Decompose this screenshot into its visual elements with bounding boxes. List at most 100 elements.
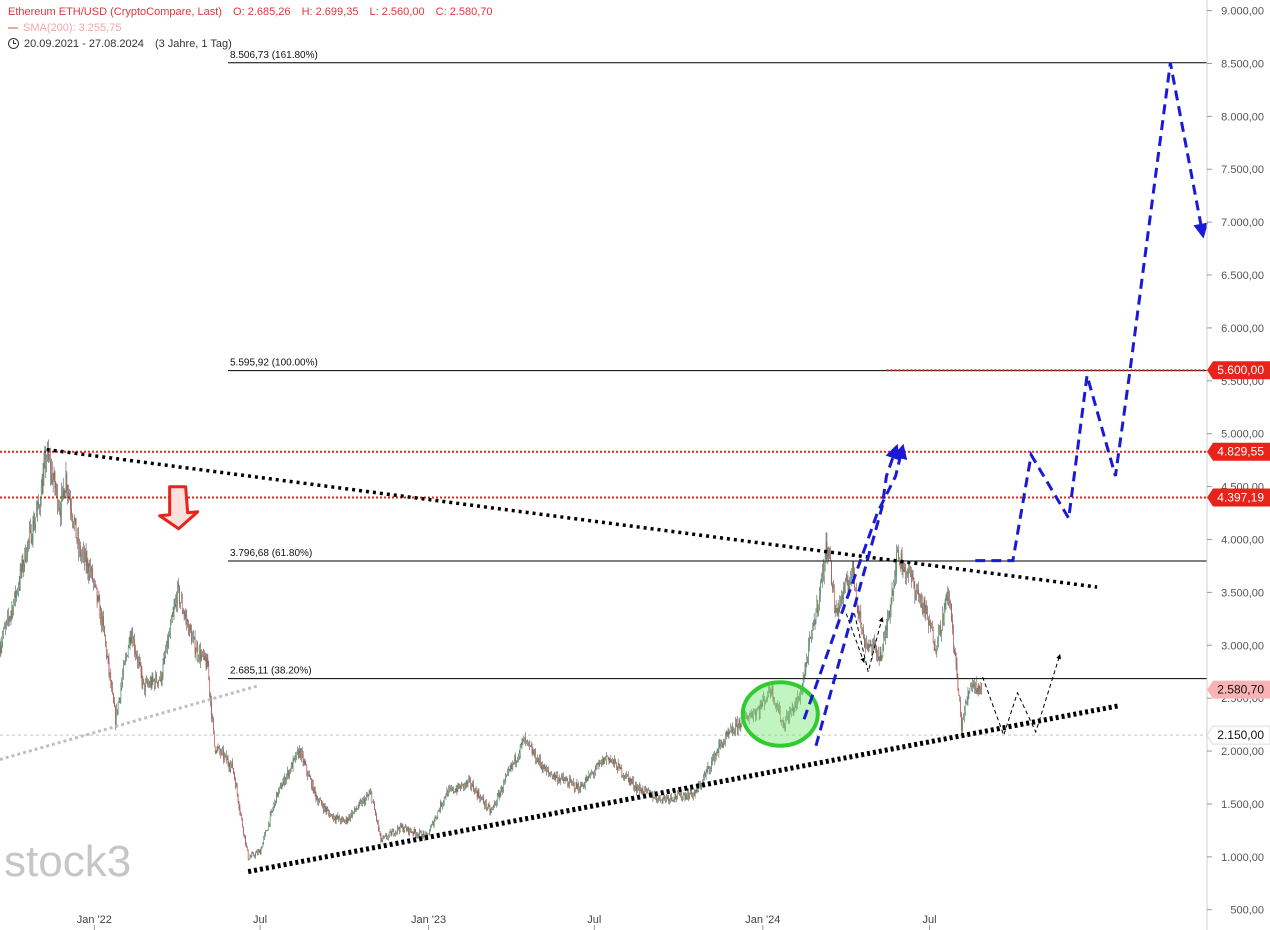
candle-body bbox=[780, 720, 782, 722]
candle-body bbox=[237, 794, 239, 802]
candle-body bbox=[689, 794, 690, 799]
candle-body bbox=[635, 785, 636, 789]
candle-body bbox=[828, 548, 830, 554]
candle-body bbox=[137, 659, 139, 663]
candle-body bbox=[322, 804, 323, 807]
candle-body bbox=[850, 577, 852, 583]
candle-body bbox=[158, 680, 159, 685]
candle-body bbox=[475, 788, 477, 792]
candle-body bbox=[601, 760, 602, 765]
candle-body bbox=[648, 790, 650, 794]
candle-body bbox=[366, 795, 367, 799]
candle-body bbox=[794, 701, 796, 708]
candle-body bbox=[386, 835, 387, 838]
candle-body bbox=[361, 801, 363, 806]
candle-body bbox=[50, 459, 51, 474]
candle-body bbox=[864, 637, 865, 648]
candle-body bbox=[934, 643, 936, 651]
candle-body bbox=[46, 457, 48, 468]
candle-body bbox=[39, 506, 40, 509]
candle-body bbox=[364, 798, 365, 804]
candle-body bbox=[426, 833, 428, 834]
candle-body bbox=[29, 526, 31, 531]
candle-body bbox=[759, 703, 761, 715]
candle-body bbox=[45, 455, 47, 468]
candle-body bbox=[940, 625, 941, 635]
candle-body bbox=[296, 751, 298, 760]
candle-body bbox=[659, 795, 660, 798]
candle-body bbox=[445, 795, 447, 798]
black-projection-path bbox=[853, 613, 884, 672]
candle-body bbox=[972, 685, 973, 687]
candle-body bbox=[893, 582, 895, 594]
candle-body bbox=[178, 583, 179, 588]
candle-body bbox=[449, 788, 450, 790]
candle-body bbox=[653, 797, 655, 799]
candle-body bbox=[834, 608, 836, 610]
candle-body bbox=[494, 803, 495, 806]
candle-body bbox=[80, 545, 81, 557]
candle-body bbox=[886, 626, 887, 631]
candle-body bbox=[568, 784, 570, 787]
candle-body bbox=[652, 794, 654, 799]
candle-body bbox=[658, 797, 659, 801]
candle-body bbox=[582, 784, 583, 787]
candle-body bbox=[71, 508, 72, 516]
candle-body bbox=[326, 809, 328, 812]
candle-body bbox=[950, 603, 951, 605]
candle-body bbox=[480, 797, 482, 801]
candle-body bbox=[768, 686, 769, 698]
candle-body bbox=[591, 773, 592, 774]
candle-body bbox=[925, 607, 927, 615]
candle-body bbox=[779, 707, 781, 721]
candle-body bbox=[476, 791, 478, 797]
candle-body bbox=[344, 820, 345, 823]
candle-body bbox=[975, 682, 976, 688]
candle-body bbox=[671, 797, 673, 801]
candle-body bbox=[335, 817, 337, 821]
candle-body bbox=[431, 822, 433, 825]
candle-body bbox=[764, 698, 765, 704]
candle-body bbox=[410, 831, 412, 833]
candle-body bbox=[711, 760, 712, 769]
candle-body bbox=[184, 615, 186, 616]
candle-body bbox=[342, 817, 343, 819]
candle-body bbox=[641, 788, 643, 793]
candle-body bbox=[703, 775, 705, 778]
candle-body bbox=[4, 627, 5, 629]
candle-body bbox=[724, 735, 726, 742]
candle-body bbox=[492, 807, 493, 810]
candle-body bbox=[331, 814, 332, 815]
candle-body bbox=[623, 775, 624, 777]
candle-body bbox=[119, 698, 121, 700]
candle-body bbox=[665, 797, 667, 801]
candle-body bbox=[964, 702, 966, 712]
candle-body bbox=[186, 616, 188, 623]
candle-body bbox=[853, 561, 854, 575]
candle-body bbox=[152, 676, 154, 681]
candle-body bbox=[98, 596, 100, 600]
y-tick-label: 1.000,00 bbox=[1221, 852, 1264, 864]
candle-body bbox=[605, 757, 606, 761]
candle-body bbox=[160, 672, 162, 683]
candle-body bbox=[209, 677, 211, 694]
candle-body bbox=[72, 515, 73, 522]
candle-body bbox=[908, 570, 909, 574]
candle-body bbox=[192, 637, 193, 643]
candle-body bbox=[735, 722, 736, 733]
candle-body bbox=[346, 817, 348, 822]
candle-series bbox=[0, 439, 983, 861]
candle-body bbox=[357, 807, 359, 810]
candle-body bbox=[283, 777, 285, 783]
candle-body bbox=[763, 697, 765, 699]
candle-body bbox=[757, 708, 759, 710]
candle-body bbox=[534, 750, 536, 756]
candle-body bbox=[719, 743, 721, 745]
candle-body bbox=[235, 785, 237, 788]
candle-body bbox=[259, 850, 261, 855]
candle-body bbox=[913, 578, 915, 587]
candle-body bbox=[298, 750, 299, 757]
candle-body bbox=[77, 535, 79, 542]
candle-body bbox=[955, 652, 957, 664]
candle-body bbox=[25, 548, 26, 562]
